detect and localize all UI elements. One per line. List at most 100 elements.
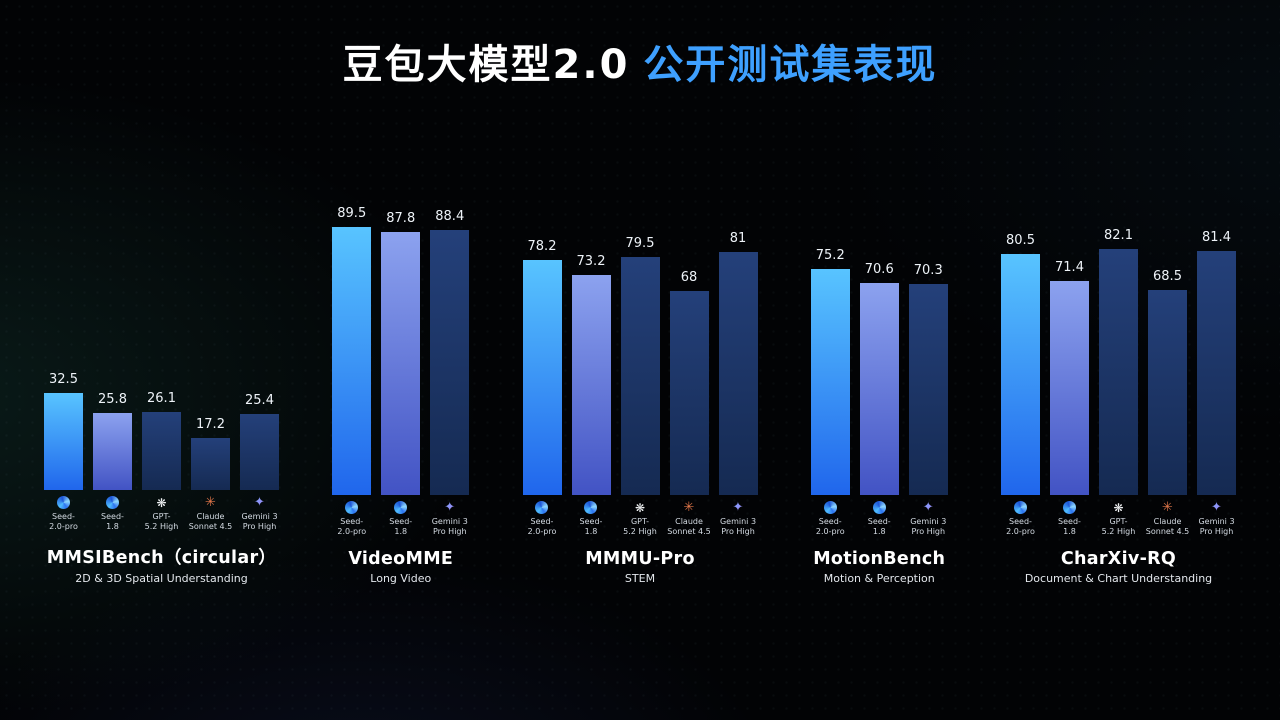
chart-group: 32.5 Seed- 2.0-pro 25.8 Seed- 1.8 26.1 ❋ GPT- 5.2… [44,196,279,585]
model-name: Claude Sonnet 4.5 [1145,517,1190,536]
gemini-logo-icon: ✦ [254,495,265,510]
model-label-block: ❋ GPT- 5.2 High [145,490,179,536]
bar-value-label: 80.5 [1006,232,1035,248]
bar-value-label: 17.2 [196,417,225,433]
model-name: Claude Sonnet 4.5 [667,517,711,536]
bar-column: 26.1 ❋ GPT- 5.2 High [142,391,181,536]
page-title: 豆包大模型2.0 公开测试集表现 [0,0,1280,92]
bar [1050,280,1089,495]
benchmark-subtitle: Motion & Perception [823,572,935,585]
bar [332,226,372,495]
bar [810,269,850,495]
bar [430,229,470,495]
claude-logo-icon: ✳ [683,500,695,515]
bar [620,256,660,495]
model-label-block: Seed- 1.8 [389,495,412,541]
bar-value-label: 87.8 [386,210,416,226]
bar [718,252,758,495]
bar-column: 71.4 Seed- 1.8 [1050,260,1089,541]
model-label-block: ✳ Claude Sonnet 4.5 [189,490,232,536]
model-label-block: ✦ Gemini 3 Pro High [1198,495,1234,541]
gemini-logo-icon: ✦ [1211,500,1222,515]
model-label-block: Seed- 1.8 [101,490,124,536]
benchmark-title: MMSIBench（circular） [46,548,277,568]
bar-column: 68.5 ✳ Claude Sonnet 4.5 [1146,268,1189,542]
model-label-block: Seed- 1.8 [1058,495,1081,541]
model-label-block: ❋ GPT- 5.2 High [623,495,657,541]
chart-group: 89.5 Seed- 2.0-pro 87.8 Seed- 1.8 88.4 ✦ Gemini … [332,201,470,585]
bar-value-label: 79.5 [625,235,655,251]
bar-column: 70.6 Seed- 1.8 [859,262,899,541]
bar-column: 82.1 ❋ GPT- 5.2 High [1099,228,1138,541]
model-name: Gemini 3 Pro High [719,517,757,536]
page-title-main: 豆包大模型2.0 [342,42,630,88]
model-name: Seed- 1.8 [867,517,891,536]
bar-value-label: 70.3 [913,263,943,279]
model-label-block: Seed- 2.0-pro [528,495,556,541]
model-label-block: ✦ Gemini 3 Pro High [241,490,277,536]
bar [1197,250,1236,495]
seed-logo-icon [105,496,119,509]
seed-logo-icon [345,501,359,514]
seed-logo-icon [823,501,837,514]
benchmark-subtitle: Long Video [370,572,432,585]
bar [191,438,230,490]
bar-column: 25.4 ✦ Gemini 3 Pro High [240,393,279,536]
bar-value-label: 71.4 [1055,259,1084,275]
bar-value-label: 70.6 [864,262,894,278]
bar [571,275,611,495]
bar-value-label: 88.4 [435,208,465,224]
bar-column: 81.4 ✦ Gemini 3 Pro High [1197,230,1236,541]
benchmark-subtitle: STEM [624,572,656,585]
model-label-block: Seed- 2.0-pro [816,495,845,541]
model-name: Seed- 1.8 [579,517,603,536]
model-label-block: ✦ Gemini 3 Pro High [432,495,468,541]
seed-logo-icon [1062,501,1076,514]
gemini-logo-icon: ✦ [732,500,744,515]
bar-value-label: 68.5 [1153,268,1182,284]
bar-column: 79.5 ❋ GPT- 5.2 High [620,235,660,542]
seed-logo-icon [394,501,408,514]
model-name: Seed- 2.0-pro [1006,517,1035,536]
model-name: Gemini 3 Pro High [1198,517,1235,536]
bar-column: 87.8 Seed- 1.8 [381,210,421,541]
bar-column: 81 ✦ Gemini 3 Pro High [718,231,758,541]
bar-value-label: 81 [729,231,747,246]
chart-group: 75.2 Seed- 2.0-pro 70.6 Seed- 1.8 70.3 ✦ Gemini … [810,201,948,585]
benchmark-title: CharXiv-RQ [1060,549,1177,569]
model-name: Seed- 1.8 [389,517,413,536]
model-name: Claude Sonnet 4.5 [188,512,233,531]
bar-value-label: 75.2 [815,248,845,264]
model-label-block: Seed- 2.0-pro [337,495,366,541]
model-label-block: ✦ Gemini 3 Pro High [720,495,756,541]
model-name: Gemini 3 Pro High [910,517,947,536]
claude-logo-icon: ✳ [1162,500,1173,515]
bar [1148,289,1187,495]
model-name: Seed- 2.0-pro [337,517,367,536]
bar-column: 68 ✳ Claude Sonnet 4.5 [667,270,710,541]
bar [44,392,83,490]
bar-value-label: 81.4 [1202,229,1231,245]
model-label-block: Seed- 2.0-pro [49,490,78,536]
bar-area: 89.5 Seed- 2.0-pro 87.8 Seed- 1.8 88.4 ✦ Gemini … [332,201,470,541]
model-name: GPT- 5.2 High [144,512,179,531]
model-label-block: ❋ GPT- 5.2 High [1102,495,1136,541]
chart-group: 78.2 Seed- 2.0-pro 73.2 Seed- 1.8 79.5 ❋ GPT- 5.2… [522,201,758,585]
model-label-block: Seed- 1.8 [868,495,891,541]
bar-value-label: 32.5 [49,371,78,387]
bar-area: 78.2 Seed- 2.0-pro 73.2 Seed- 1.8 79.5 ❋ GPT- 5.2… [522,201,758,542]
model-name: GPT- 5.2 High [623,517,657,536]
bar-value-label: 82.1 [1104,227,1133,243]
model-label-block: ✳ Claude Sonnet 4.5 [667,495,710,541]
bar-column: 73.2 Seed- 1.8 [571,254,611,541]
bar [859,283,899,495]
model-label-block: Seed- 1.8 [579,495,603,541]
bar-column: 88.4 ✦ Gemini 3 Pro High [430,208,470,541]
bar-area: 75.2 Seed- 2.0-pro 70.6 Seed- 1.8 70.3 ✦ Gemini … [810,201,948,541]
model-name: Gemini 3 Pro High [241,512,278,531]
openai-logo-icon: ❋ [156,495,167,510]
benchmark-subtitle: Document & Chart Understanding [1024,572,1213,585]
model-name: GPT- 5.2 High [1101,517,1136,536]
model-label-block: ✳ Claude Sonnet 4.5 [1146,495,1189,541]
